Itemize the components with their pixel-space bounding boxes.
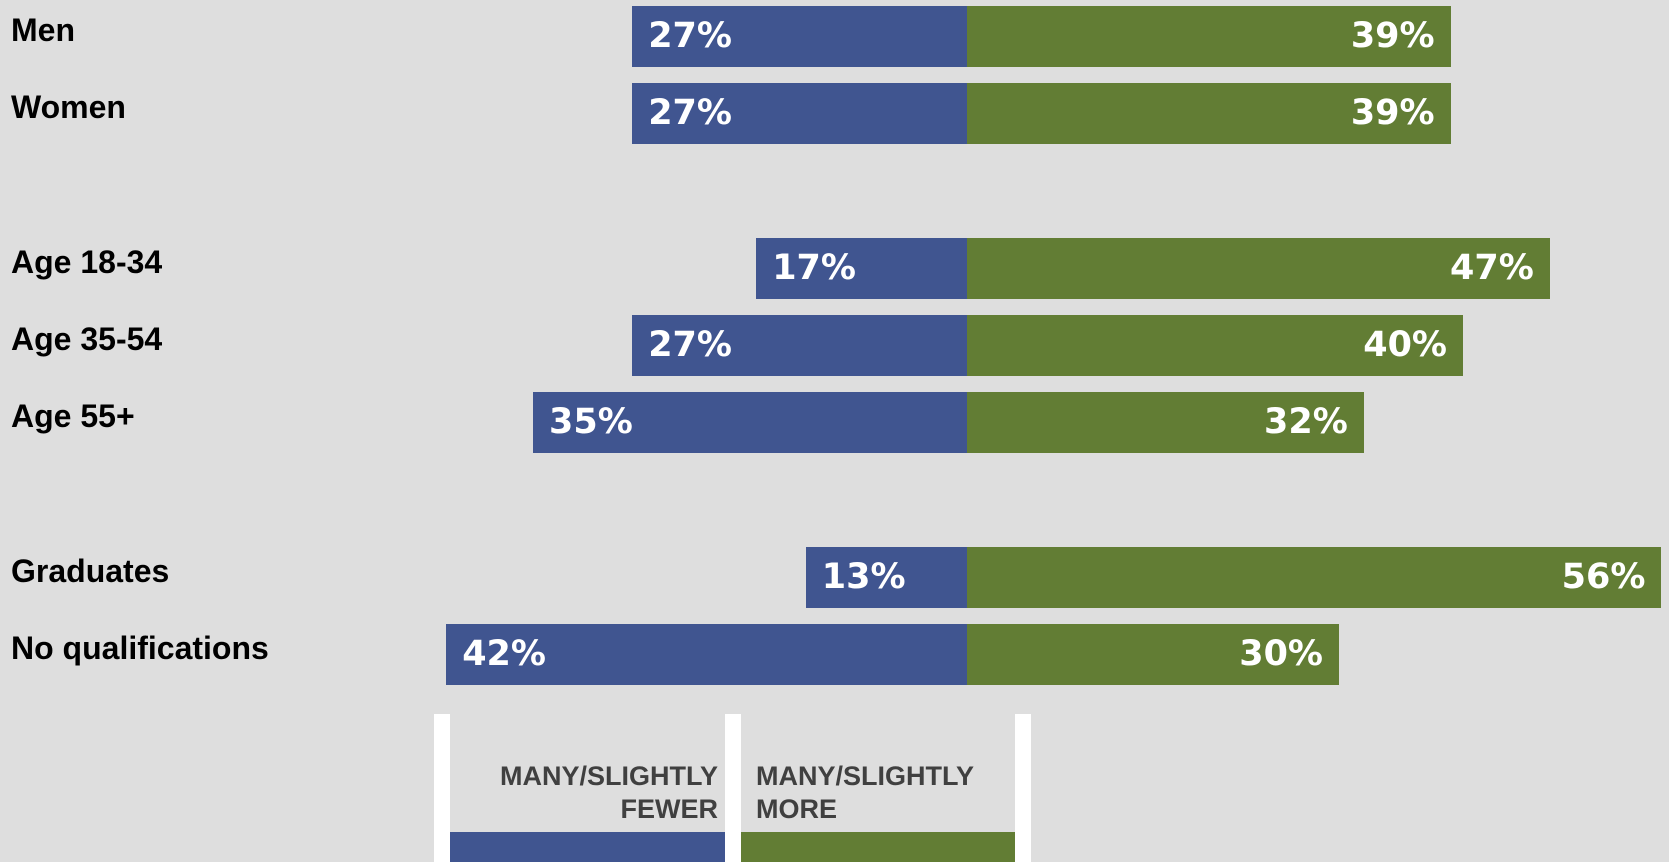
value-label-fewer-no-qualifications: 42% — [462, 634, 546, 674]
bar-fewer-men: 27% — [632, 6, 967, 67]
bar-more-age-18-34: 47% — [967, 238, 1550, 299]
legend-swatch-fewer — [450, 832, 725, 862]
value-label-fewer-graduates: 13% — [821, 557, 906, 597]
legend-label-fewer-line1: MANY/SLIGHTLY — [499, 761, 718, 791]
value-label-more-men: 39% — [1350, 16, 1435, 56]
row-label-age-35-54: Age 35-54 — [11, 321, 163, 357]
row-label-age-55: Age 55+ — [11, 398, 135, 434]
row-label-graduates: Graduates — [11, 553, 170, 589]
value-label-more-graduates: 56% — [1561, 557, 1646, 597]
legend-label-more-line1: MANY/SLIGHTLY — [756, 761, 975, 791]
bar-fewer-age-18-34: 17% — [756, 238, 967, 299]
bar-fewer-no-qualifications: 42% — [446, 624, 967, 685]
value-label-more-women: 39% — [1350, 93, 1435, 133]
bar-fewer-age-35-54: 27% — [632, 315, 967, 376]
row-label-men: Men — [11, 12, 75, 48]
bar-more-no-qualifications: 30% — [967, 624, 1339, 685]
row-label-women: Women — [11, 89, 126, 125]
bar-more-men: 39% — [967, 6, 1451, 67]
value-label-more-age-55: 32% — [1264, 402, 1348, 442]
legend-label-fewer-line2: FEWER — [620, 794, 719, 824]
bar-more-graduates: 56% — [967, 547, 1662, 608]
legend-label-more-line2: MORE — [756, 794, 837, 824]
legend-label-fewer: MANY/SLIGHTLY FEWER — [450, 760, 718, 826]
legend-divider-middle — [725, 714, 741, 862]
row-label-no-qualifications: No qualifications — [11, 630, 269, 666]
legend-swatch-more — [741, 832, 1015, 862]
bar-more-age-55: 32% — [967, 392, 1364, 453]
bar-more-age-35-54: 40% — [967, 315, 1463, 376]
value-label-more-age-35-54: 40% — [1363, 325, 1447, 365]
value-label-fewer-age-55: 35% — [549, 402, 633, 442]
value-label-fewer-age-35-54: 27% — [648, 325, 732, 365]
legend-label-more: MANY/SLIGHTLY MORE — [756, 760, 1024, 826]
value-label-more-age-18-34: 47% — [1450, 248, 1534, 288]
row-label-age-18-34: Age 18-34 — [11, 244, 163, 280]
value-label-more-no-qualifications: 30% — [1239, 634, 1323, 674]
bar-fewer-women: 27% — [632, 83, 967, 144]
bar-fewer-graduates: 13% — [805, 547, 967, 608]
value-label-fewer-men: 27% — [648, 16, 732, 56]
legend-divider-left — [434, 714, 450, 862]
legend-divider-right — [1015, 714, 1031, 862]
bar-fewer-age-55: 35% — [533, 392, 967, 453]
value-label-fewer-age-18-34: 17% — [772, 248, 856, 288]
value-label-fewer-women: 27% — [648, 93, 732, 133]
bar-more-women: 39% — [967, 83, 1451, 144]
